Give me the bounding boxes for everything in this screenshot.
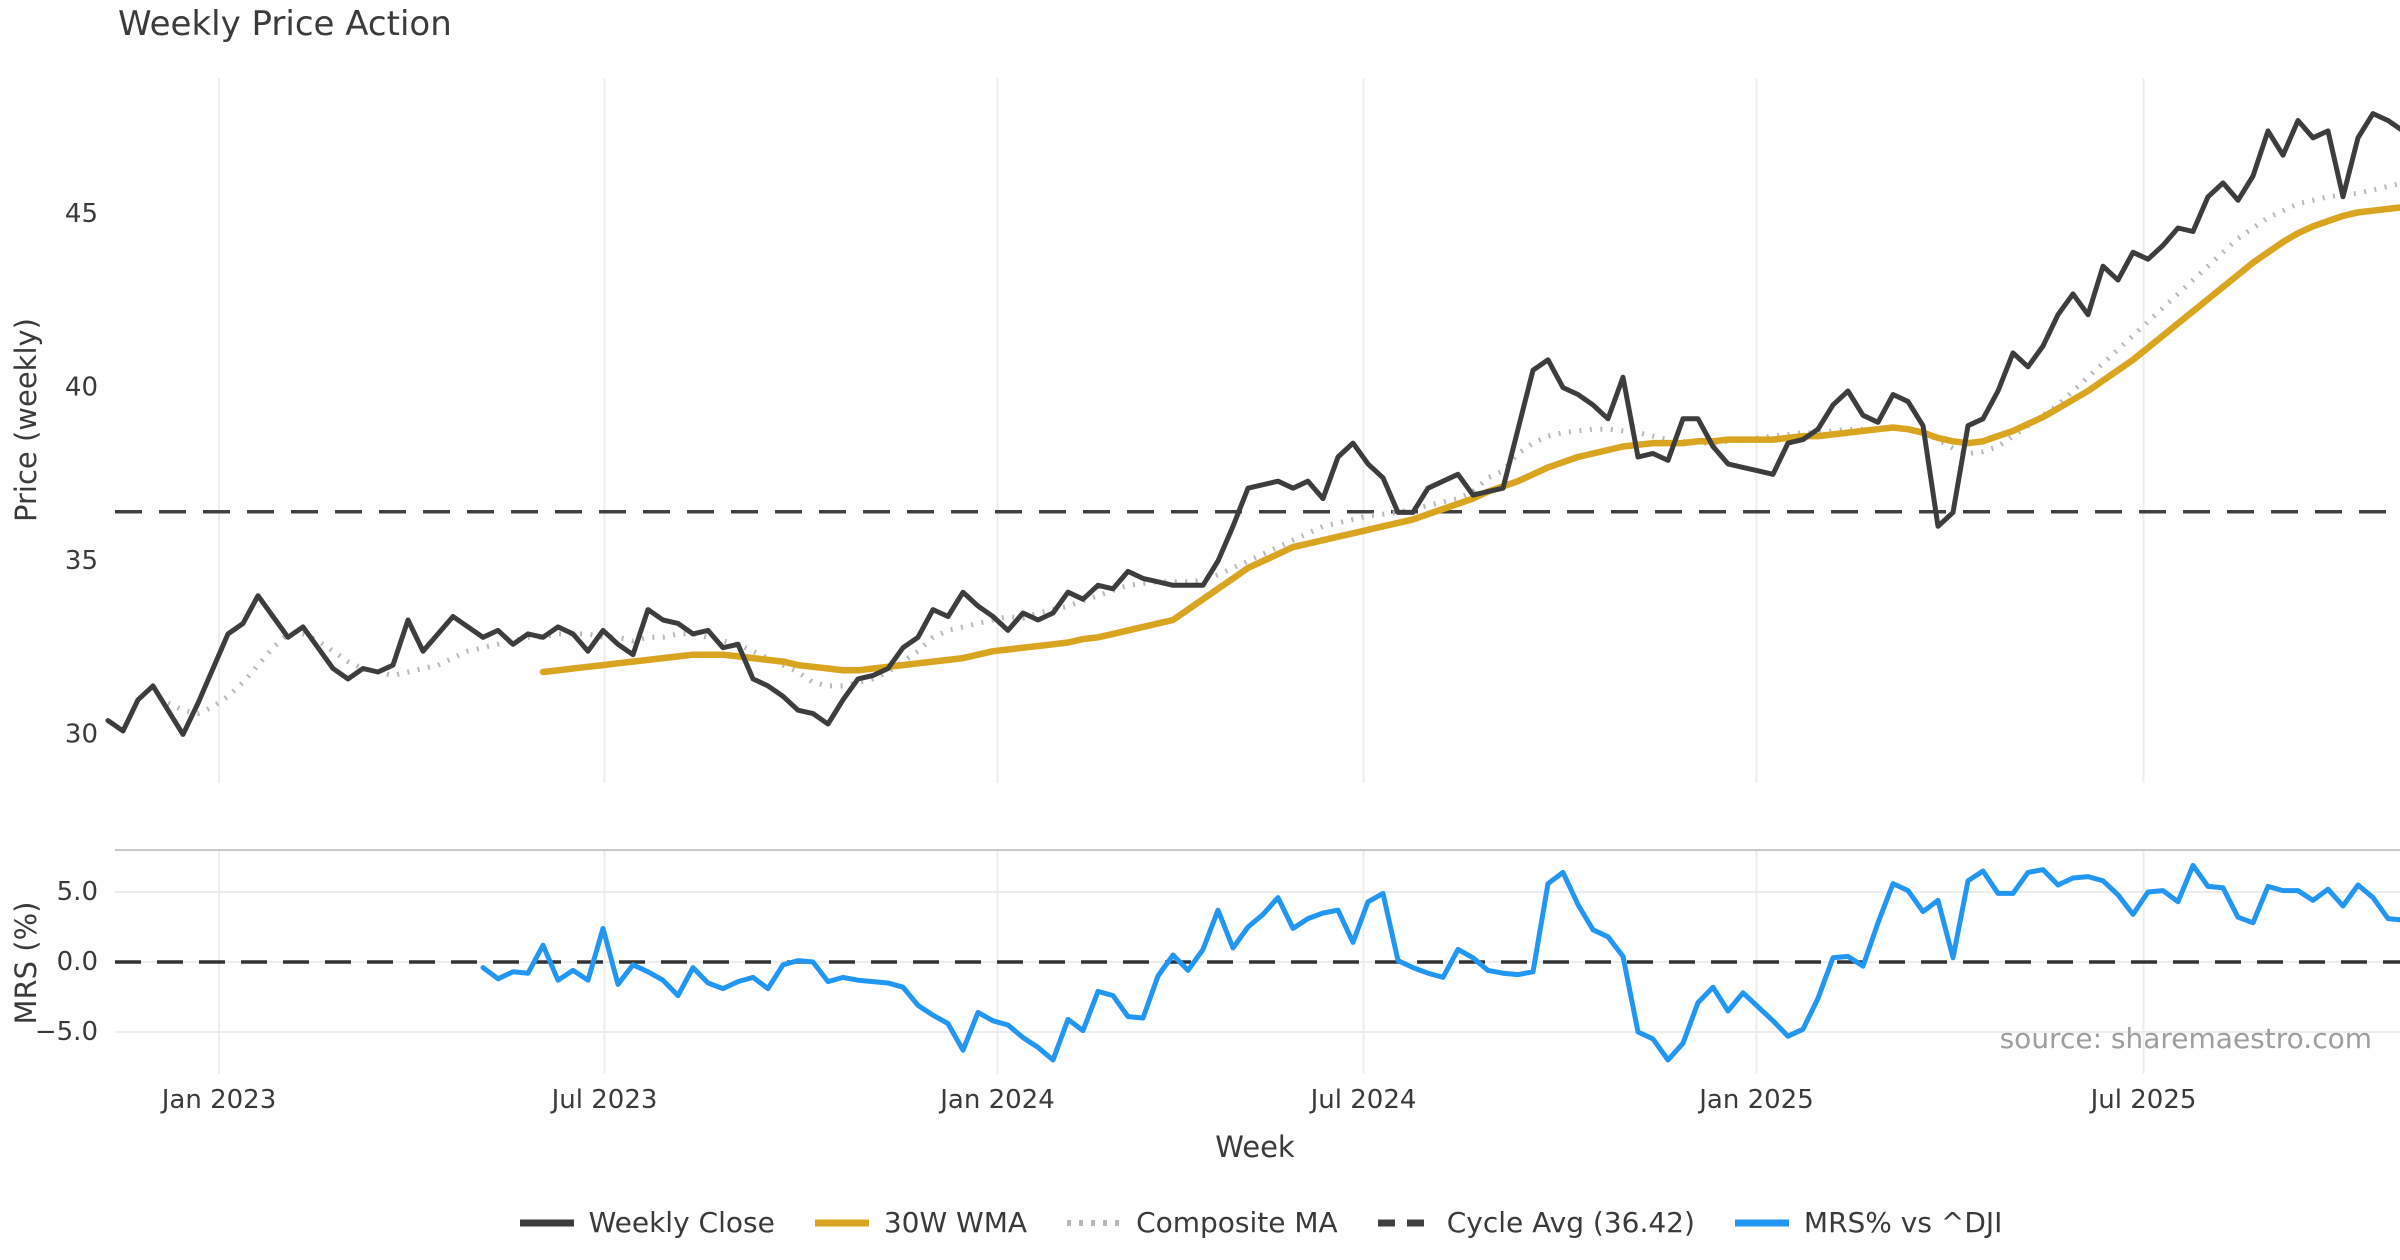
mrs-y-tick-label: 0.0 xyxy=(57,947,98,977)
x-tick-label: Jul 2024 xyxy=(1309,1085,1417,1115)
legend-swatch-icon xyxy=(519,1219,574,1226)
chart-title: Weekly Price Action xyxy=(118,4,452,44)
legend-swatch-icon xyxy=(1734,1219,1789,1226)
x-tick-label: Jan 2023 xyxy=(160,1085,277,1115)
legend-label: MRS% vs ^DJI xyxy=(1803,1206,2003,1239)
legend-label: 30W WMA xyxy=(883,1206,1028,1239)
price-y-axis-label: Price (weekly) xyxy=(9,317,43,523)
legend-swatch-icon xyxy=(1067,1219,1122,1226)
legend-label: Weekly Close xyxy=(588,1206,775,1239)
legend-item-composite-ma: Composite MA xyxy=(1065,1206,1338,1239)
x-tick-label: Jul 2023 xyxy=(550,1085,658,1115)
x-axis-label: Week xyxy=(1215,1130,1295,1164)
wma-line xyxy=(539,204,2400,676)
price-y-tick-label: 35 xyxy=(65,546,98,576)
mrs-y-tick-label: 5.0 xyxy=(57,877,98,907)
chart-legend: Weekly Close 30W WMA Composite MA Cycle Avg… xyxy=(0,1206,2400,1239)
legend-item-weekly-close: Weekly Close xyxy=(518,1206,775,1239)
legend-label: Composite MA xyxy=(1136,1206,1338,1239)
mrs-line xyxy=(480,862,2400,1063)
x-tick-label: Jul 2025 xyxy=(2089,1085,2197,1115)
legend-item-mrs-vs-dji: MRS% vs ^DJI xyxy=(1733,1206,2003,1239)
legend-label: Cycle Avg (36.42) xyxy=(1446,1206,1695,1239)
price-y-tick-label: 45 xyxy=(65,199,98,229)
price-y-tick-label: 30 xyxy=(65,719,98,749)
source-note: source: sharemaestro.com xyxy=(1999,1022,2372,1055)
legend-item-30w-wma: 30W WMA xyxy=(813,1206,1027,1239)
x-tick-label: Jan 2024 xyxy=(938,1085,1055,1115)
price-y-tick-label: 40 xyxy=(65,373,98,403)
weekly-close-line xyxy=(105,111,2400,737)
x-tick-label: Jan 2025 xyxy=(1697,1085,1814,1115)
mrs-y-tick-label: −5.0 xyxy=(35,1017,98,1047)
legend-swatch-icon xyxy=(1377,1219,1432,1226)
mrs-y-axis-label: MRS (%) xyxy=(9,901,43,1025)
legend-item-cycle-avg-36-42-: Cycle Avg (36.42) xyxy=(1376,1206,1695,1239)
legend-swatch-icon xyxy=(814,1219,869,1226)
